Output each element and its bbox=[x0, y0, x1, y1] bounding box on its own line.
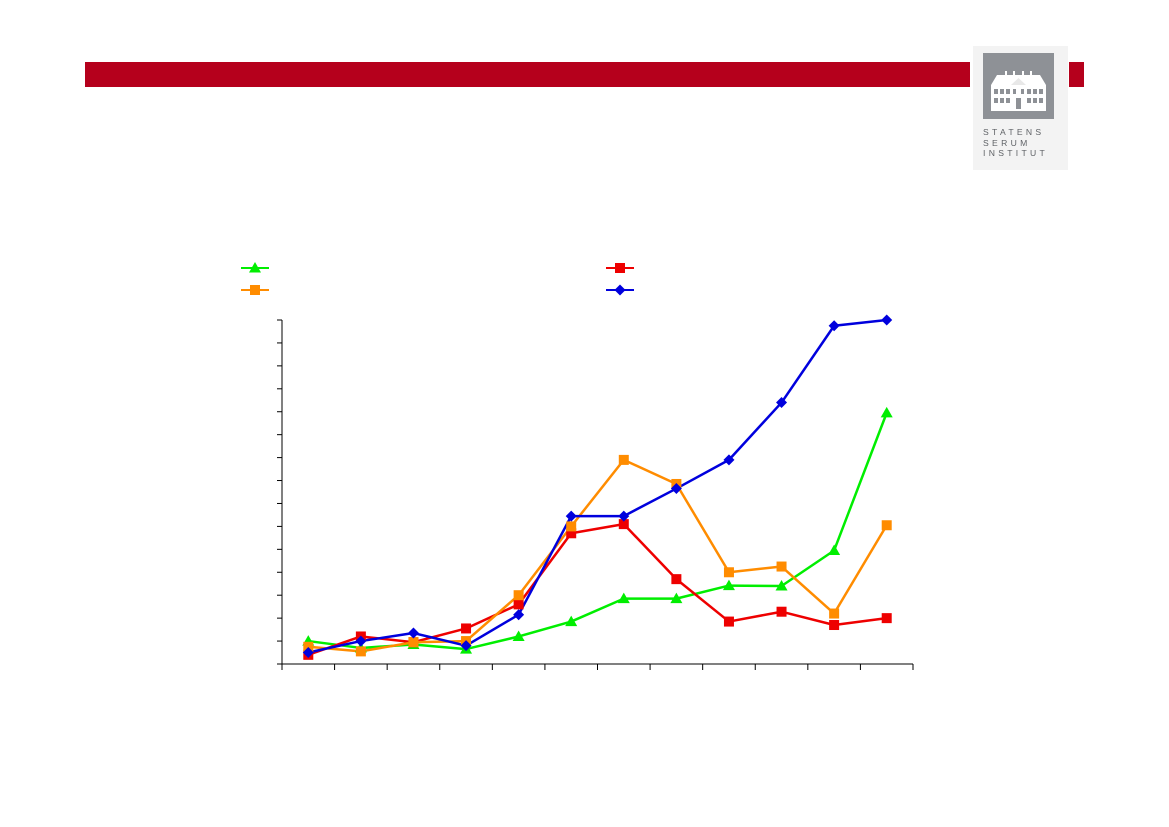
series-3-point bbox=[566, 521, 577, 532]
series-3-point bbox=[776, 561, 787, 572]
series-3-point bbox=[355, 646, 366, 657]
series-3-line bbox=[308, 458, 888, 653]
legend-marker-2 bbox=[615, 263, 625, 273]
logo-wordmark: STATENS SERUM INSTITUT bbox=[983, 127, 1065, 159]
series-2-point bbox=[566, 528, 577, 539]
series-2-point bbox=[671, 574, 682, 585]
logo-line-3: INSTITUT bbox=[983, 148, 1049, 158]
series-3-point bbox=[829, 608, 840, 619]
series-2-point bbox=[513, 599, 524, 610]
series-4-point bbox=[881, 314, 893, 326]
legend-marker-1 bbox=[249, 262, 261, 273]
legend-marker-4 bbox=[614, 284, 626, 296]
series-4-line bbox=[308, 318, 887, 654]
series-2-point bbox=[461, 623, 472, 634]
series-1-point bbox=[775, 580, 788, 591]
series-1-point bbox=[512, 630, 525, 641]
series-2-point bbox=[618, 519, 629, 530]
series-4-point bbox=[565, 510, 577, 522]
series-3-point bbox=[408, 637, 419, 648]
header-bar-right bbox=[1069, 62, 1084, 87]
series-4-point bbox=[302, 647, 314, 659]
series-2-line bbox=[307, 522, 887, 657]
header-bar bbox=[85, 62, 970, 87]
series-4-point bbox=[723, 454, 735, 466]
manor-building-icon bbox=[983, 53, 1054, 119]
series-4-point bbox=[670, 483, 682, 495]
series-3-point bbox=[723, 567, 734, 578]
series-3-point bbox=[618, 454, 629, 465]
series-1-point bbox=[670, 592, 683, 604]
series-4-point bbox=[407, 627, 419, 639]
series-3-point bbox=[513, 590, 524, 601]
series-2-point bbox=[829, 620, 840, 631]
statens-serum-institut-logo: STATENS SERUM INSTITUT bbox=[973, 46, 1068, 170]
logo-line-1: STATENS bbox=[983, 127, 1045, 137]
series-1-point bbox=[828, 544, 841, 555]
legend-marker-3 bbox=[250, 285, 260, 295]
logo-line-2: SERUM bbox=[983, 137, 1031, 148]
series-4-point bbox=[355, 635, 367, 647]
series-1-point bbox=[565, 615, 578, 627]
series-4-point bbox=[828, 320, 840, 332]
series-4-point bbox=[513, 609, 525, 621]
series-4-point bbox=[460, 640, 472, 652]
series-2-point bbox=[723, 616, 734, 627]
series-2-point bbox=[776, 606, 787, 617]
series-4-point bbox=[776, 397, 788, 409]
series-3-point bbox=[303, 641, 314, 652]
series-1-point bbox=[722, 579, 735, 591]
series-1-line bbox=[308, 412, 888, 651]
series-4-point bbox=[618, 510, 630, 522]
series-1-point bbox=[880, 406, 893, 418]
series-3-point bbox=[881, 520, 892, 531]
series-1-point bbox=[617, 592, 630, 604]
series-2-point bbox=[881, 613, 892, 624]
